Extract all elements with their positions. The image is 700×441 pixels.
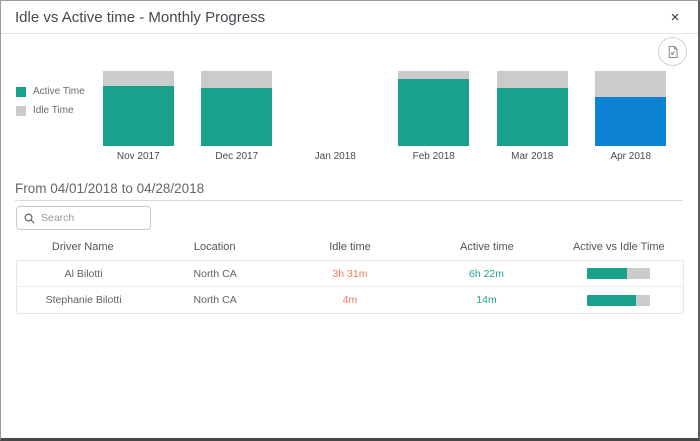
idle-segment bbox=[398, 71, 470, 79]
period-divider bbox=[15, 200, 683, 201]
month-label: Feb 2018 bbox=[412, 151, 455, 162]
month-label: Jan 2018 bbox=[314, 151, 356, 162]
chart-month-column[interactable]: Apr 2018 bbox=[582, 71, 681, 164]
active-segment bbox=[595, 97, 667, 146]
column-header[interactable]: Driver Name bbox=[51, 241, 114, 253]
active-ratio-fill bbox=[586, 268, 627, 279]
dialog-title: Idle vs Active time - Monthly Progress bbox=[15, 8, 266, 26]
column-header[interactable]: Active vs Idle Time bbox=[572, 241, 665, 253]
active-segment bbox=[398, 78, 470, 146]
table-row[interactable]: Stephanie Bilotti North CA 4m 14m bbox=[17, 287, 683, 313]
legend-label-idle: Idle Time bbox=[33, 105, 74, 116]
idle-segment bbox=[496, 71, 568, 89]
export-image-icon bbox=[666, 45, 680, 59]
close-icon[interactable]: × bbox=[670, 9, 680, 26]
month-label: Apr 2018 bbox=[610, 151, 652, 162]
chart-legend: Active Time Idle Time bbox=[16, 86, 85, 124]
chart-month-column[interactable]: Feb 2018 bbox=[385, 71, 484, 164]
driver-table: Al Bilotti North CA 3h 31m 6h 22m Stephanie … bbox=[16, 260, 684, 314]
active-time-cell: 14m bbox=[476, 294, 497, 306]
active-vs-idle-bar bbox=[586, 268, 650, 279]
chart-month-column[interactable]: Nov 2017 bbox=[89, 71, 188, 164]
idle-time-swatch bbox=[16, 105, 26, 116]
column-header[interactable]: Location bbox=[193, 241, 236, 253]
table-header-row: Driver Name Location Idle time Active time A… bbox=[16, 241, 684, 253]
stacked-bar[interactable] bbox=[201, 71, 273, 146]
active-vs-idle-bar bbox=[586, 294, 650, 306]
stacked-bar[interactable] bbox=[398, 71, 470, 146]
active-time-swatch bbox=[16, 86, 26, 97]
active-segment bbox=[102, 86, 174, 146]
legend-item-active: Active Time bbox=[16, 86, 85, 97]
idle-time-cell: 4m bbox=[342, 294, 358, 306]
idle-segment bbox=[201, 71, 273, 89]
driver-name-cell: Stephanie Bilotti bbox=[45, 294, 122, 306]
month-label: Mar 2018 bbox=[511, 151, 554, 162]
location-cell: North CA bbox=[193, 267, 237, 280]
chart-month-column[interactable]: Mar 2018 bbox=[483, 71, 582, 164]
dialog-body: Active Time Idle Time Nov 2017 Dec 2017 Ja… bbox=[1, 34, 698, 438]
search-box[interactable] bbox=[16, 206, 151, 230]
active-ratio-fill bbox=[586, 294, 636, 306]
search-icon bbox=[24, 212, 35, 224]
idle-ratio-rest bbox=[626, 268, 650, 279]
period-heading: From 04/01/2018 to 04/28/2018 bbox=[15, 181, 205, 196]
legend-item-idle: Idle Time bbox=[16, 105, 85, 116]
active-segment bbox=[496, 88, 568, 146]
idle-ratio-rest bbox=[635, 294, 650, 306]
idle-time-cell: 3h 31m bbox=[332, 267, 368, 280]
legend-label-active: Active Time bbox=[33, 86, 85, 97]
stacked-bar[interactable] bbox=[102, 71, 174, 146]
column-header[interactable]: Idle time bbox=[329, 241, 371, 253]
export-chart-button[interactable] bbox=[658, 37, 687, 66]
active-time-cell: 6h 22m bbox=[468, 267, 505, 280]
dialog-titlebar: Idle vs Active time - Monthly Progress × bbox=[1, 1, 698, 34]
month-label: Nov 2017 bbox=[116, 151, 160, 162]
table-row[interactable]: Al Bilotti North CA 3h 31m 6h 22m bbox=[17, 261, 683, 287]
column-header[interactable]: Active time bbox=[460, 241, 514, 253]
chart-month-column[interactable]: Jan 2018 bbox=[286, 71, 385, 164]
month-label: Dec 2017 bbox=[215, 151, 259, 162]
location-cell: North CA bbox=[193, 294, 237, 306]
idle-segment bbox=[595, 71, 667, 98]
search-input[interactable] bbox=[41, 212, 143, 224]
stacked-bar[interactable] bbox=[595, 71, 667, 146]
chart-month-column[interactable]: Dec 2017 bbox=[188, 71, 287, 164]
stacked-bar-chart: Nov 2017 Dec 2017 Jan 2018 Feb 2018 Mar 2018… bbox=[89, 71, 680, 164]
stacked-bar[interactable] bbox=[300, 71, 371, 146]
idle-segment bbox=[102, 71, 174, 86]
active-segment bbox=[201, 88, 273, 146]
driver-name-cell: Al Bilotti bbox=[64, 267, 103, 280]
stacked-bar[interactable] bbox=[496, 71, 568, 146]
